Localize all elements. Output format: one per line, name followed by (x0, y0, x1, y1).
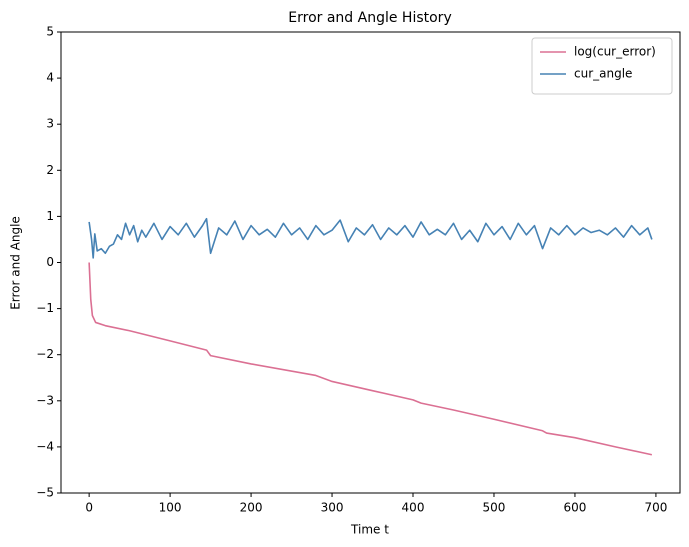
x-tick-label: 100 (159, 501, 182, 515)
legend-box (531, 37, 673, 95)
series-line (88, 217, 653, 259)
y-tick-label: −3 (36, 393, 54, 407)
x-tick-label: 500 (483, 501, 506, 515)
y-tick-label: 5 (46, 25, 54, 39)
y-tick-label: 4 (46, 71, 54, 85)
x-tick-label: 300 (321, 501, 344, 515)
y-tick-label: 0 (46, 255, 54, 269)
chart-title: Error and Angle History (288, 10, 451, 26)
y-tick-label: −2 (36, 347, 54, 361)
x-tick-label: 400 (402, 501, 425, 515)
x-axis-label: Time t (350, 523, 389, 537)
x-tick-label: 200 (240, 501, 263, 515)
y-tick-label: −4 (36, 439, 54, 453)
legend-label: log(cur_error) (574, 45, 656, 59)
x-tick-label: 700 (644, 501, 667, 515)
x-tick-label: 600 (563, 501, 586, 515)
y-tick-label: 1 (46, 209, 54, 223)
x-tick-label: 0 (85, 501, 93, 515)
y-axis-label: Error and Angle (9, 216, 23, 310)
series-line (88, 262, 653, 456)
y-tick-label: −1 (36, 301, 54, 315)
y-tick-label: 3 (46, 117, 54, 131)
plot-frame (60, 31, 681, 494)
y-tick-label: −5 (36, 486, 54, 500)
y-tick-label: 2 (46, 163, 54, 177)
legend-label: cur_angle (574, 67, 632, 81)
